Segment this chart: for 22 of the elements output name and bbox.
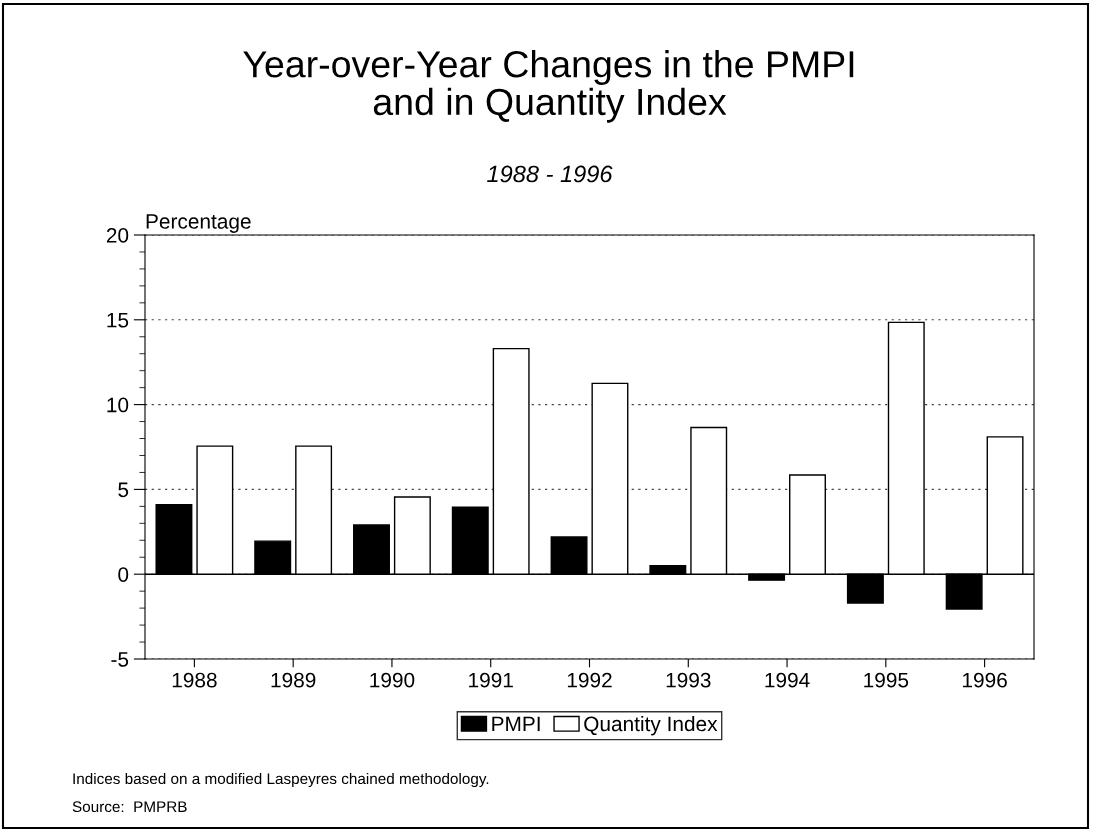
legend-label: PMPI [492,716,540,732]
y-tick-label: -5 [111,652,129,667]
x-tick-label: 1991 [469,672,513,688]
x-tick-label: 1988 [172,672,217,688]
y-tick-label: 10 [107,397,129,413]
legend-label: Quantity Index [584,715,718,736]
text: Indices based on a modified Laspeyres chained methodology. [73,772,489,788]
source-note: Source: PMPRB [72,801,187,813]
chart-subtitle: 1988 - 1996 [487,165,613,183]
y-axis-title: Percentage [146,214,251,233]
x-tick-label: 1990 [370,672,415,688]
x-tick-label: 1989 [271,672,316,688]
y-tick-label: 5 [118,482,129,498]
chart-title: Year-over-Year Changes in the PMPI and in Quantity Index [243,50,854,123]
x-tick-label: 1995 [864,672,909,688]
y-tick-label: 20 [106,228,129,243]
y-tick-label: 15 [107,313,129,328]
y-tick-label: 0 [118,567,129,582]
x-tick-label: 1993 [666,672,711,688]
x-tick-label: 1996 [963,672,1007,688]
x-tick-label: 1992 [567,672,612,688]
x-tick-label: 1994 [765,672,810,688]
